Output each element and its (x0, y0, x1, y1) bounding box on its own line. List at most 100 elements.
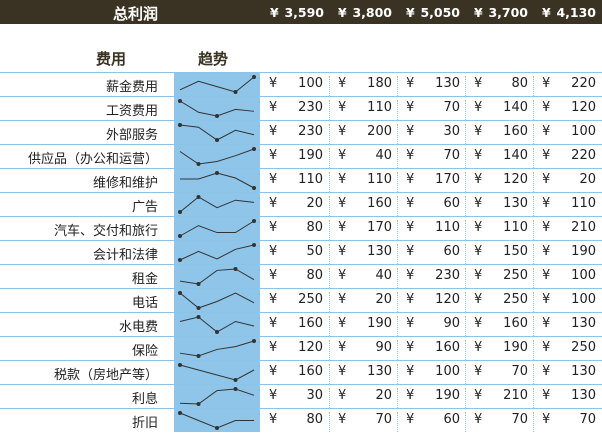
expense-value-cell: ¥70 (329, 412, 398, 432)
expense-label: 租金 (131, 272, 158, 287)
trend-sparkline (174, 121, 260, 144)
expense-value-cell: ¥250 (261, 292, 329, 312)
expense-value: 230 (298, 100, 323, 115)
expense-value: 30 (443, 124, 460, 139)
expense-value: 40 (375, 268, 392, 283)
currency-symbol: ¥ (269, 412, 278, 427)
table-row: 工资费用 ¥230 ¥110 ¥70 ¥140 ¥120 (0, 96, 602, 120)
currency-symbol: ¥ (474, 196, 483, 211)
expense-label: 维修和维护 (92, 176, 158, 191)
expense-value: 140 (503, 148, 528, 163)
expense-value: 250 (298, 292, 323, 307)
expense-value-cell: ¥130 (533, 364, 602, 384)
sparkline-line (179, 268, 255, 285)
currency-symbol: ¥ (474, 316, 483, 331)
sparkline-high-marker (252, 147, 256, 151)
sparkline-high-marker (196, 195, 201, 199)
trend-sparkline (174, 409, 260, 432)
sparkline-high-marker (178, 123, 182, 127)
currency-symbol: ¥ (406, 196, 415, 211)
trend-column-header: 趋势 (198, 50, 229, 68)
expense-value: 190 (571, 244, 596, 259)
expense-value-cell: ¥100 (397, 364, 466, 384)
currency-symbol: ¥ (474, 220, 483, 235)
currency-symbol: ¥ (406, 340, 415, 355)
expense-value-cell: ¥20 (533, 172, 602, 192)
sparkline-line (180, 172, 255, 189)
expense-value-cell: ¥70 (465, 364, 534, 384)
expense-value: 60 (443, 412, 460, 427)
currency-symbol: ¥ (338, 148, 347, 163)
expense-label: 外部服务 (105, 128, 158, 143)
sparkline-high-marker (252, 339, 256, 343)
expense-value-cell: ¥100 (533, 268, 602, 288)
expense-value: 100 (571, 124, 596, 139)
expense-value-cell: ¥100 (261, 76, 329, 96)
expense-value: 220 (571, 76, 596, 91)
table-row: 外部服务 ¥230 ¥200 ¥30 ¥160 ¥100 (0, 120, 602, 144)
currency-symbol: ¥ (338, 364, 347, 379)
currency-symbol: ¥ (270, 5, 279, 20)
sparkline-line (179, 316, 255, 333)
expense-value: 110 (571, 196, 596, 211)
sparkline-high-marker (252, 243, 256, 247)
currency-symbol: ¥ (542, 268, 551, 283)
sparkline-high-marker (233, 387, 238, 391)
trend-sparkline (174, 169, 260, 192)
sparkline-line (179, 340, 255, 357)
sparkline-low-marker (233, 378, 238, 382)
expense-value: 70 (579, 412, 596, 427)
expense-value: 180 (367, 76, 392, 91)
sparkline-low-marker (178, 258, 182, 262)
currency-symbol: ¥ (406, 412, 415, 427)
expense-value: 250 (503, 292, 528, 307)
expense-value: 70 (443, 148, 460, 163)
currency-symbol: ¥ (542, 148, 551, 163)
expense-value-cell: ¥230 (261, 124, 329, 144)
expense-value-cell: ¥160 (465, 316, 534, 336)
sparkline-low-marker (215, 114, 219, 118)
currency-symbol: ¥ (269, 196, 278, 211)
sparkline-high-marker (178, 411, 182, 415)
expense-value-cell: ¥60 (397, 412, 466, 432)
sparkline-low-marker (196, 402, 201, 406)
expense-value: 70 (375, 412, 392, 427)
expense-value: 40 (375, 148, 392, 163)
table-row: 折旧 ¥80 ¥70 ¥60 ¥70 ¥70 (0, 408, 602, 432)
sparkline-high-marker (233, 267, 238, 271)
sparkline-low-marker (215, 138, 219, 142)
currency-symbol: ¥ (269, 340, 278, 355)
currency-symbol: ¥ (269, 124, 278, 139)
expense-value-cell: ¥170 (329, 220, 398, 240)
currency-symbol: ¥ (542, 244, 551, 259)
currency-symbol: ¥ (406, 364, 415, 379)
expense-value: 160 (503, 316, 528, 331)
expense-value: 210 (503, 388, 528, 403)
sparkline-low-marker (178, 234, 182, 238)
sparkline-low-marker (196, 162, 201, 166)
expense-value: 60 (443, 196, 460, 211)
currency-symbol: ¥ (406, 268, 415, 283)
currency-symbol: ¥ (338, 268, 347, 283)
expense-value-cell: ¥70 (397, 148, 466, 168)
expense-label: 薪金费用 (105, 80, 158, 95)
currency-symbol: ¥ (542, 292, 551, 307)
trend-sparkline (174, 289, 260, 312)
expense-value-cell: ¥190 (329, 316, 398, 336)
expense-value: 120 (298, 340, 323, 355)
currency-symbol: ¥ (474, 5, 483, 20)
expense-value-cell: ¥210 (465, 388, 534, 408)
expense-value-cell: ¥120 (261, 340, 329, 360)
expense-value-cell: ¥250 (465, 268, 534, 288)
currency-symbol: ¥ (406, 76, 415, 91)
expense-value-cell: ¥60 (397, 196, 466, 216)
trend-sparkline (174, 385, 260, 408)
currency-symbol: ¥ (542, 100, 551, 115)
expense-value-cell: ¥140 (465, 148, 534, 168)
expense-value: 190 (435, 388, 460, 403)
expense-value: 20 (579, 172, 596, 187)
expense-value: 220 (571, 148, 596, 163)
trend-sparkline (174, 193, 260, 216)
expense-value-cell: ¥160 (261, 316, 329, 336)
currency-symbol: ¥ (269, 148, 278, 163)
